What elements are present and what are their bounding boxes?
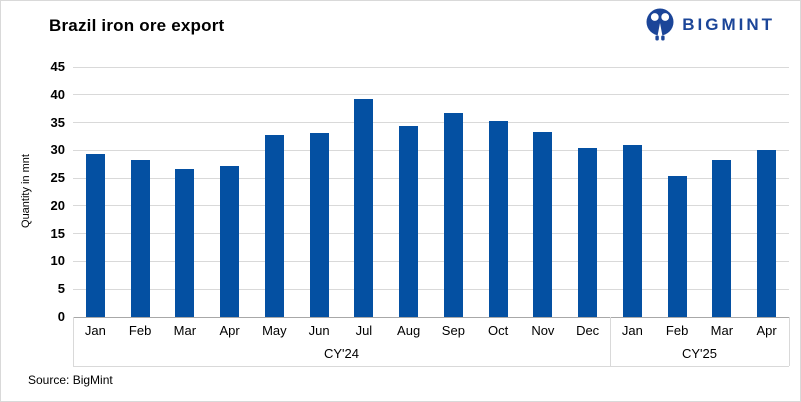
x-tick-label: Jan xyxy=(621,323,643,338)
x-tick-label: Apr xyxy=(756,323,777,338)
bar-mar-2 xyxy=(175,168,195,317)
x-tick-label: Mar xyxy=(710,323,734,338)
gridline xyxy=(73,122,789,124)
bar-may-4 xyxy=(264,134,284,317)
bar-oct-9 xyxy=(488,121,508,317)
bar-apr-15 xyxy=(757,149,777,317)
bar-sep-8 xyxy=(443,112,463,317)
gridline xyxy=(73,177,789,179)
gridline xyxy=(73,149,789,151)
gridline xyxy=(73,205,789,207)
gridline xyxy=(73,233,789,235)
gridline xyxy=(73,260,789,262)
category-band-separator xyxy=(609,317,611,366)
category-band-bottom-line xyxy=(73,365,789,367)
source-note: Source: BigMint xyxy=(28,373,113,387)
bar-feb-13 xyxy=(667,175,687,317)
bar-jan-0 xyxy=(85,154,105,317)
gridline xyxy=(73,66,789,68)
y-tick-label: 5 xyxy=(57,281,65,297)
gridline xyxy=(73,288,789,290)
x-tick-label: Jul xyxy=(355,323,373,338)
x-tick-label: May xyxy=(262,323,287,338)
bar-dec-11 xyxy=(578,147,598,317)
x-tick-label: Feb xyxy=(665,323,689,338)
category-band-separator xyxy=(788,317,790,366)
gridline xyxy=(73,94,789,96)
y-tick-label: 40 xyxy=(50,86,65,102)
y-tick-label: 25 xyxy=(50,170,65,186)
x-tick-label: Apr xyxy=(219,323,240,338)
bigmint-people-circle-icon xyxy=(646,8,674,41)
bigmint-logo-text: BIGMINT xyxy=(682,15,775,34)
bar-nov-10 xyxy=(533,132,553,317)
group-label: CY'25 xyxy=(681,346,717,361)
y-tick-label: 30 xyxy=(50,142,65,158)
x-tick-label: Dec xyxy=(576,323,600,338)
bar-apr-3 xyxy=(220,166,240,317)
x-axis-line xyxy=(73,316,789,318)
bar-jun-5 xyxy=(309,133,329,317)
bigmint-logo: BIGMINT xyxy=(645,7,775,41)
y-tick-label: 15 xyxy=(50,225,65,241)
bar-feb-1 xyxy=(130,160,150,317)
category-band-separator xyxy=(72,317,74,366)
x-tick-label: Nov xyxy=(531,323,555,338)
x-tick-label: Jun xyxy=(308,323,330,338)
chart-title: Brazil iron ore export xyxy=(49,16,225,35)
x-tick-label: Sep xyxy=(441,323,465,338)
bar-mar-14 xyxy=(712,159,732,317)
group-label: CY'24 xyxy=(323,346,359,361)
y-tick-label: 45 xyxy=(50,59,65,74)
y-tick-label: 0 xyxy=(57,309,65,324)
x-tick-label: Mar xyxy=(173,323,197,338)
y-tick-label: 20 xyxy=(50,197,65,213)
x-tick-label: Jan xyxy=(84,323,106,338)
bar-aug-7 xyxy=(399,126,419,317)
y-tick-label: 10 xyxy=(50,253,65,269)
x-tick-label: Oct xyxy=(488,323,509,338)
bar-jan-12 xyxy=(622,144,642,317)
x-tick-label: Aug xyxy=(397,323,421,338)
y-tick-label: 35 xyxy=(50,114,65,130)
x-tick-label: Feb xyxy=(128,323,152,338)
bar-jul-6 xyxy=(354,98,374,317)
